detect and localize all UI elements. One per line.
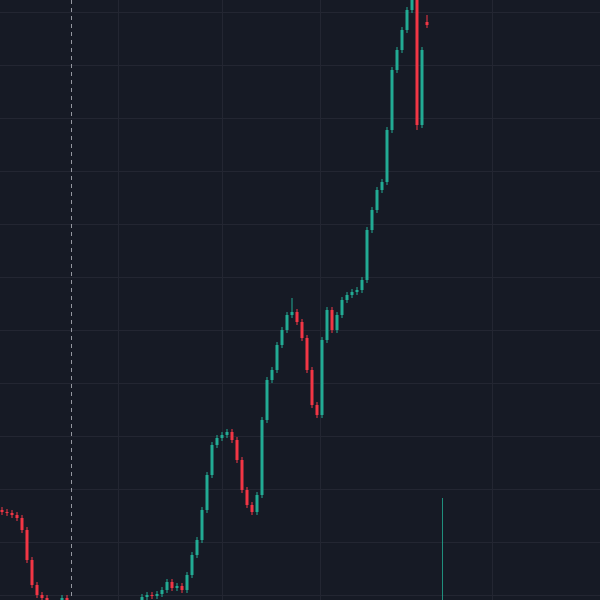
candle-body [350,292,354,295]
candle-body [60,598,64,600]
candle-body [225,432,229,435]
candle-body [280,330,284,345]
candle-body [185,575,189,590]
candle-body [220,435,224,438]
candle-body [170,582,174,588]
candle-body [150,595,154,596]
candles [0,0,429,600]
candle-body [300,322,304,338]
candle-body [375,190,379,210]
candle-body [385,130,389,182]
candle-body [360,280,364,290]
candle-body [205,475,209,510]
candle-body [365,230,369,280]
candle-body [415,0,419,125]
candle-body [20,518,24,530]
candle-body [410,0,414,10]
candle-body [275,345,279,370]
candle-body [145,595,149,597]
candle-body [180,586,184,590]
candle-body [320,340,324,415]
candle-body [265,380,269,420]
candle-body [245,490,249,505]
candle-body [250,505,254,512]
candle-body [310,370,314,405]
candle-body [40,595,44,598]
candle-body [325,310,329,340]
candle-body [390,70,394,130]
candle-body [175,586,179,588]
candle-body [255,495,259,512]
candle-body [190,555,194,575]
candle-body [420,50,424,125]
candle-body [355,290,359,292]
candle-body [30,560,34,585]
candle-body [405,10,409,30]
candle-body [295,312,299,322]
candle-body [400,30,404,50]
candle-body [330,310,334,330]
candle-body [15,515,19,518]
candle-body [215,438,219,445]
candle-body [200,510,204,540]
candle-body [345,295,349,300]
candle-body [165,582,169,590]
candle-body [160,590,164,594]
candle-body [10,513,14,515]
candle-body [195,540,199,555]
candle-body [45,598,49,600]
candle-body [65,598,69,600]
candle-body [25,530,29,560]
candle-body [35,585,39,595]
candle-body [340,300,344,315]
candle-body [240,460,244,490]
candle-body [260,420,264,495]
candle-body [395,50,399,70]
candle-body [285,315,289,330]
candle-body [210,445,214,475]
candle-body [315,405,319,415]
candle-body [305,338,309,370]
candle-body [290,312,294,315]
candle-body [380,182,384,190]
candle-body [230,432,234,440]
candle-body [5,512,9,513]
candle-body [140,597,144,600]
candle-body [370,210,374,230]
candle-body [235,440,239,460]
candle-body [0,510,4,512]
candle-body [425,22,429,25]
candle-body [335,315,339,330]
candle-body [155,594,159,596]
candle-body [270,370,274,380]
